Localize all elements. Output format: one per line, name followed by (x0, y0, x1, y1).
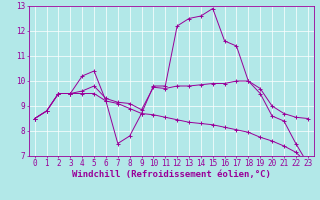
X-axis label: Windchill (Refroidissement éolien,°C): Windchill (Refroidissement éolien,°C) (72, 170, 271, 179)
